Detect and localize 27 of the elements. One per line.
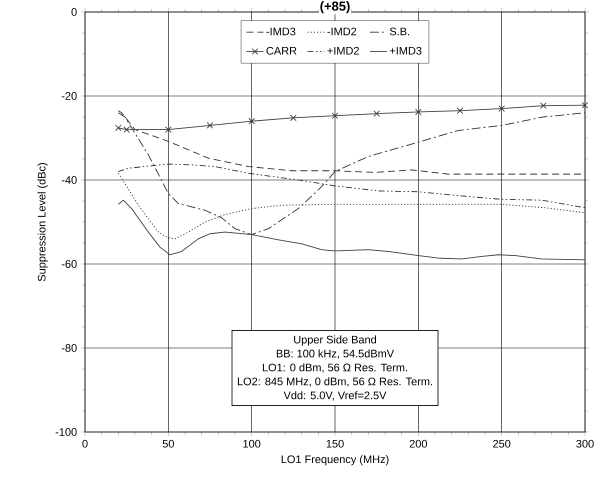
y-axis-title: Suppression Level (dBc): [38, 163, 48, 282]
legend-label: CARR: [266, 46, 296, 55]
annotation: Vdd: 5.0V, Vref=2.5V: [284, 391, 386, 401]
x-tick-label: 150: [326, 440, 344, 448]
x-tick-label: 100: [243, 440, 260, 448]
legend-label: +IMD2: [327, 46, 359, 55]
legend-label: +IMD3: [390, 46, 422, 55]
chart-title: (+85): [320, 1, 350, 14]
annotation: LO2: 845 MHz, 0 dBm, 56 Ω Res. Term.: [238, 377, 432, 387]
x-tick-label: 250: [493, 440, 510, 448]
x-tick-label: 300: [576, 440, 594, 448]
y-tick-label: -20: [62, 92, 77, 100]
y-tick-label: -60: [62, 260, 77, 268]
x-tick-label: 200: [410, 440, 428, 448]
y-tick-label: -80: [62, 344, 77, 352]
legend-label: S.B.: [390, 28, 410, 36]
legend-label: -IMD2: [327, 28, 356, 36]
x-tick-label: 50: [162, 440, 174, 448]
y-tick-label: 0: [71, 8, 77, 16]
annotation: LO1: 0 dBm, 56 Ω Res. Term.: [262, 363, 408, 373]
x-tick-label: 0: [82, 440, 88, 448]
annotation: Upper Side Band: [294, 335, 376, 346]
y-tick-label: -40: [62, 176, 77, 184]
y-tick-label: -100: [56, 428, 77, 436]
annotation: BB: 100 kHz, 54.5dBmV: [276, 349, 394, 359]
x-axis-title: LO1 Frequency (MHz): [282, 455, 389, 466]
legend-label: -IMD3: [266, 28, 296, 36]
